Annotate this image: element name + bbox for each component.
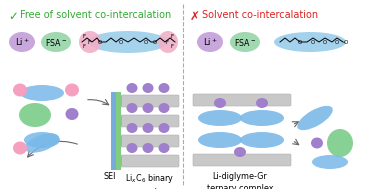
Ellipse shape [197, 32, 223, 52]
Bar [116, 156, 122, 166]
Ellipse shape [127, 143, 138, 153]
Ellipse shape [327, 129, 353, 157]
Text: F: F [166, 40, 168, 44]
Ellipse shape [142, 83, 153, 93]
Text: ✗: ✗ [190, 10, 200, 23]
Ellipse shape [20, 85, 64, 101]
Text: O: O [144, 40, 148, 44]
Ellipse shape [9, 32, 35, 52]
Ellipse shape [19, 103, 51, 127]
Ellipse shape [88, 31, 168, 53]
Bar [116, 92, 121, 170]
Text: F: F [83, 35, 86, 40]
Ellipse shape [159, 83, 170, 93]
Ellipse shape [230, 32, 260, 52]
Text: Free of solvent co-intercalation: Free of solvent co-intercalation [20, 10, 171, 20]
Ellipse shape [159, 103, 170, 113]
Ellipse shape [79, 31, 101, 53]
Text: F: F [83, 44, 86, 50]
Text: F: F [87, 40, 91, 44]
Text: O: O [298, 40, 302, 44]
Ellipse shape [41, 32, 71, 52]
Text: Li$^+$: Li$^+$ [203, 36, 218, 48]
FancyBboxPatch shape [115, 155, 179, 167]
Ellipse shape [159, 123, 170, 133]
Ellipse shape [198, 132, 242, 148]
Bar [116, 96, 122, 106]
Ellipse shape [65, 108, 79, 120]
Ellipse shape [240, 110, 284, 126]
Text: F: F [170, 35, 174, 40]
Text: Li$_x$C$_6$ binary
complex: Li$_x$C$_6$ binary complex [125, 172, 175, 189]
Text: FSA$^-$: FSA$^-$ [45, 36, 67, 47]
Ellipse shape [312, 155, 348, 169]
Text: O: O [323, 40, 327, 44]
Text: Li-diglyme-Gr
ternary complex: Li-diglyme-Gr ternary complex [207, 172, 273, 189]
Ellipse shape [274, 32, 346, 52]
Text: O: O [311, 40, 315, 44]
Text: F: F [170, 44, 174, 50]
FancyBboxPatch shape [115, 135, 179, 147]
Text: -O: -O [343, 40, 349, 44]
Ellipse shape [25, 133, 59, 153]
Ellipse shape [297, 106, 333, 130]
Ellipse shape [127, 103, 138, 113]
Ellipse shape [214, 98, 226, 108]
Text: SEI: SEI [104, 172, 116, 181]
Text: ✓: ✓ [8, 10, 18, 23]
Ellipse shape [127, 83, 138, 93]
FancyBboxPatch shape [193, 154, 291, 166]
Ellipse shape [234, 147, 246, 157]
Ellipse shape [159, 143, 170, 153]
Ellipse shape [127, 123, 138, 133]
Ellipse shape [13, 142, 27, 154]
Text: Solvent co-intercalation: Solvent co-intercalation [202, 10, 318, 20]
FancyBboxPatch shape [115, 95, 179, 107]
FancyBboxPatch shape [115, 115, 179, 127]
Ellipse shape [142, 103, 153, 113]
Ellipse shape [256, 98, 268, 108]
Text: Li$^+$: Li$^+$ [15, 36, 29, 48]
Text: FSA$^-$: FSA$^-$ [234, 36, 256, 47]
Ellipse shape [142, 143, 153, 153]
Text: O: O [119, 40, 123, 44]
Ellipse shape [24, 132, 60, 148]
Bar [116, 116, 122, 126]
Ellipse shape [311, 138, 323, 149]
Text: O: O [153, 40, 157, 44]
Bar [116, 136, 122, 146]
Ellipse shape [13, 84, 27, 97]
Ellipse shape [65, 84, 79, 97]
Ellipse shape [158, 31, 178, 53]
Bar [111, 92, 116, 170]
FancyBboxPatch shape [193, 94, 291, 106]
Text: O: O [98, 40, 102, 44]
Ellipse shape [142, 123, 153, 133]
Text: O: O [335, 40, 339, 44]
Ellipse shape [240, 132, 284, 148]
Ellipse shape [198, 110, 242, 126]
